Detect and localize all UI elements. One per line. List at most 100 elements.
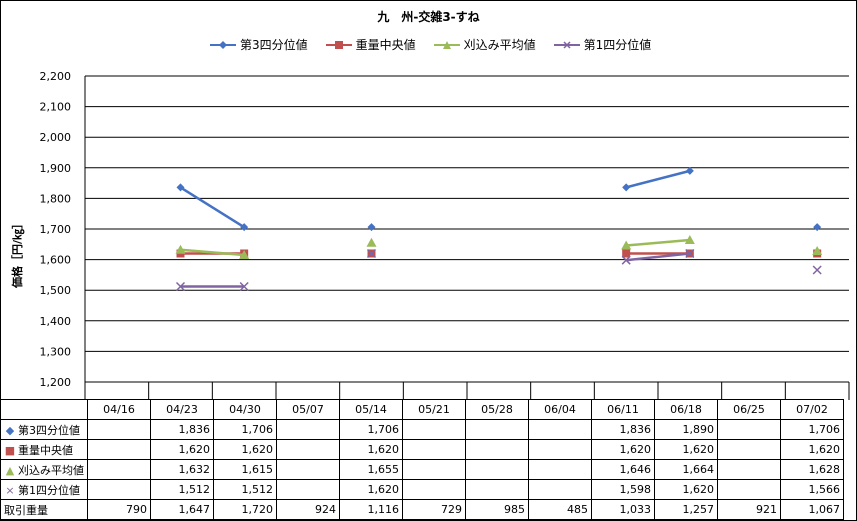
- table-cell: [276, 419, 340, 440]
- table-cell: [528, 439, 592, 460]
- legend-label-q1: 第1四分位値: [583, 38, 652, 52]
- legend-item-trimmed-mean: 刈込み平均値: [433, 36, 536, 53]
- table-cell: 1,566: [780, 479, 844, 500]
- table-row: 取引重量 790 1,647 1,720 924 1,116 729 985 485 1,033 1…: [0, 499, 844, 520]
- series-line-segment: [625, 169, 691, 189]
- legend-label-median: 重量中央値: [355, 38, 416, 52]
- table-row: ▲ 刈込み平均値 1,632 1,615 1,655 1,646 1,664 1,628: [0, 459, 844, 480]
- legend-item-q1: 第1四分位値: [553, 36, 652, 53]
- table-cell: 1,655: [339, 459, 403, 480]
- series-line-segment: [179, 186, 245, 229]
- series-marker-icon: ▲: [5, 463, 15, 477]
- table-cell: [276, 439, 340, 460]
- table-cell: [402, 479, 466, 500]
- table-cell: 1,620: [654, 479, 718, 500]
- table-cell: 1,628: [780, 459, 844, 480]
- legend-item-q3: 第3四分位値: [210, 36, 308, 53]
- table-cell: [276, 459, 340, 480]
- table-corner-cell: [0, 399, 88, 420]
- series-marker-icon: ◆: [5, 423, 15, 437]
- legend-label-trimmed-mean: 刈込み平均値: [463, 38, 536, 52]
- chart-title: 九 州-交雑3-すね: [377, 10, 480, 24]
- data-point-square: [622, 249, 631, 258]
- data-point-triangle: [366, 237, 377, 247]
- table-cell: [402, 459, 466, 480]
- table-cell: 1,836: [591, 419, 655, 440]
- y-tick-label: 1,300: [40, 345, 72, 358]
- y-tick-label: 1,700: [40, 223, 72, 236]
- table-cell: [717, 459, 781, 480]
- table-row-label: ▲ 刈込み平均値: [0, 459, 88, 480]
- table-cell: 1,664: [654, 459, 718, 480]
- table-row-label-text: 第3四分位値: [18, 423, 80, 437]
- legend-triangle-icon: [433, 40, 460, 49]
- data-point-triangle: [175, 244, 186, 254]
- legend-diamond-icon: [210, 40, 236, 49]
- table-cell: 1,890: [654, 419, 718, 440]
- table-cell: [402, 439, 466, 460]
- y-tick-label: 1,600: [40, 254, 72, 267]
- table-header-cell: 05/07: [276, 399, 340, 420]
- table-cell: [402, 419, 466, 440]
- table-cell: [87, 439, 151, 460]
- data-point-diamond: [176, 183, 185, 192]
- data-point-triangle: [812, 246, 823, 256]
- table-header-cell: 05/28: [465, 399, 529, 420]
- table-cell: 1,033: [591, 499, 655, 520]
- table-row-label: ■ 重量中央値: [0, 439, 88, 460]
- data-point-triangle: [239, 250, 250, 260]
- table-cell: 1,620: [213, 439, 277, 460]
- table-cell: 1,646: [591, 459, 655, 480]
- table-header-row: 04/16 04/23 04/30 05/07 05/14 05/21 05/28 06/04…: [0, 399, 844, 420]
- table-row-label: 取引重量: [0, 499, 88, 520]
- data-point-diamond: [240, 223, 249, 232]
- table-cell: 1,116: [339, 499, 403, 520]
- table-header-cell: 06/11: [591, 399, 655, 420]
- table-cell: [717, 479, 781, 500]
- table-header-cell: 06/04: [528, 399, 592, 420]
- table-row-label-text: 第1四分位値: [18, 483, 80, 497]
- table-cell: 1,620: [339, 439, 403, 460]
- table-cell: 1,598: [591, 479, 655, 500]
- data-point-x: [621, 255, 631, 265]
- table-cell: 790: [87, 499, 151, 520]
- table-header-cell: 05/21: [402, 399, 466, 420]
- table-cell: [465, 479, 529, 500]
- y-tick-label: 1,900: [40, 162, 72, 175]
- legend-label-q3: 第3四分位値: [240, 38, 308, 52]
- legend-square-icon: [325, 40, 352, 49]
- table-cell: 1,706: [339, 419, 403, 440]
- series-line-segment: [626, 252, 690, 262]
- table-cell: 924: [276, 499, 340, 520]
- data-point-diamond: [685, 166, 694, 175]
- data-point-diamond: [622, 183, 631, 192]
- table-cell: [465, 419, 529, 440]
- table-cell: 1,720: [213, 499, 277, 520]
- legend-x-icon: [553, 40, 580, 49]
- table-row-label: ◆ 第3四分位値: [0, 419, 88, 440]
- legend-item-median: 重量中央値: [325, 36, 416, 53]
- table-row-label-text: 取引重量: [4, 503, 48, 517]
- table-cell: 1,620: [339, 479, 403, 500]
- table-cell: 985: [465, 499, 529, 520]
- table-cell: 1,615: [213, 459, 277, 480]
- table-cell: 921: [717, 499, 781, 520]
- y-tick-label: 2,200: [40, 70, 72, 83]
- data-point-triangle: [684, 235, 695, 245]
- table-cell: 1,620: [591, 439, 655, 460]
- table-cell: [87, 459, 151, 480]
- table-cell: 1,257: [654, 499, 718, 520]
- table-cell: [465, 459, 529, 480]
- table-cell: [717, 419, 781, 440]
- table-cell: 1,836: [150, 419, 214, 440]
- table-cell: [87, 419, 151, 440]
- table-row: ◆ 第3四分位値 1,836 1,706 1,706 1,836 1,890 1,706: [0, 419, 844, 440]
- table-header-cell: 07/02: [780, 399, 844, 420]
- data-point-triangle: [621, 240, 632, 250]
- table-cell: 1,706: [213, 419, 277, 440]
- table-row: × 第1四分位値 1,512 1,512 1,620 1,598 1,620 1,566: [0, 479, 844, 500]
- y-tick-label: 1,800: [40, 192, 72, 205]
- table-cell: 1,632: [150, 459, 214, 480]
- table-cell: 1,512: [213, 479, 277, 500]
- y-tick-label: 1,400: [40, 315, 72, 328]
